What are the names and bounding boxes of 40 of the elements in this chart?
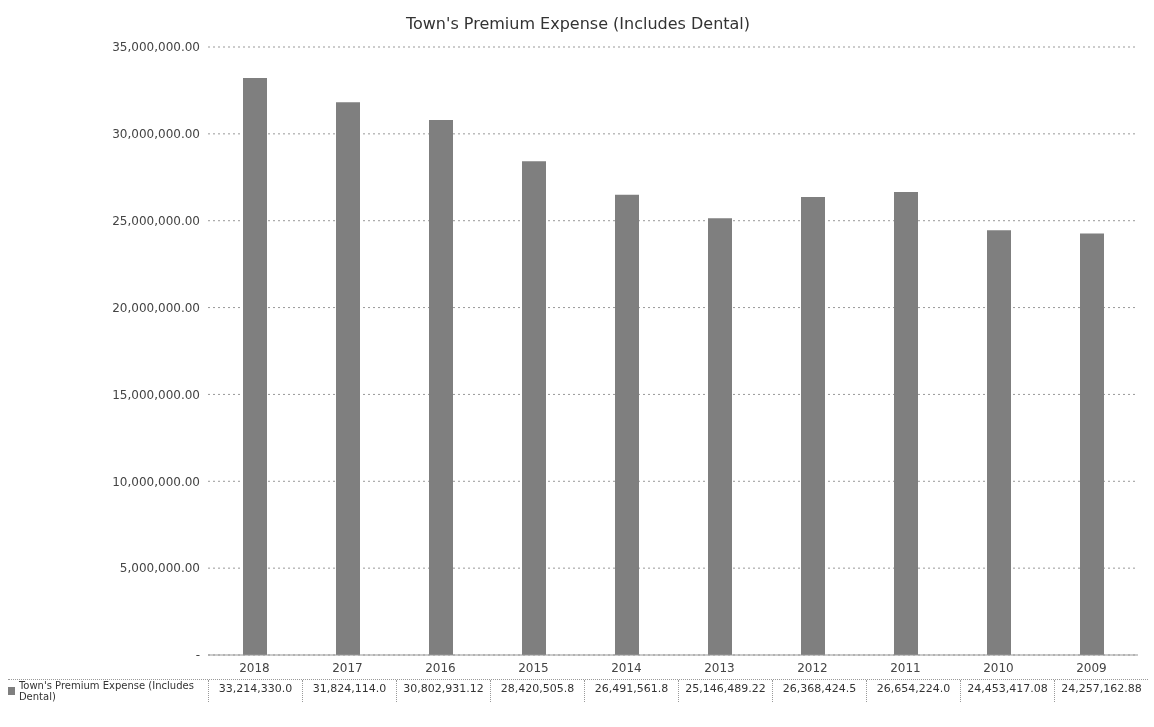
bar <box>522 161 546 655</box>
x-tick-label: 2012 <box>797 660 828 675</box>
bar <box>615 194 639 655</box>
y-tick-label: 35,000,000.00 <box>112 40 200 55</box>
bar <box>894 191 918 655</box>
data-label: 26,368,424.5 <box>772 680 866 702</box>
x-tick-label: 2013 <box>704 660 735 675</box>
data-label: 25,146,489.22 <box>678 680 772 702</box>
x-tick-label: 2014 <box>611 660 642 675</box>
bar <box>243 78 267 655</box>
y-tick-label: 20,000,000.00 <box>112 300 200 315</box>
y-tick-label: 25,000,000.00 <box>112 213 200 228</box>
bar <box>429 119 453 655</box>
bar <box>336 102 360 655</box>
data-label: 33,214,330.0 <box>208 680 302 702</box>
y-tick-label: 30,000,000.00 <box>112 127 200 142</box>
y-tick-label: 5,000,000.00 <box>119 561 200 576</box>
x-tick-label: 2018 <box>239 660 270 675</box>
legend-label: Town's Premium Expense (Includes Dental) <box>18 680 195 702</box>
y-tick-label: 15,000,000.00 <box>112 387 200 402</box>
bar <box>708 218 732 655</box>
x-tick-label: 2009 <box>1076 660 1107 675</box>
bar <box>1080 233 1104 655</box>
chart-title: Town's Premium Expense (Includes Dental) <box>404 13 752 35</box>
y-tick-label: 10,000,000.00 <box>112 474 200 489</box>
x-tick-label: 2010 <box>983 660 1014 675</box>
data-label: 24,453,417.08 <box>960 680 1054 702</box>
x-tick-label: 2015 <box>518 660 549 675</box>
x-tick-label: 2011 <box>890 660 921 675</box>
data-label: 30,802,931.12 <box>396 680 490 702</box>
x-tick-label: 2016 <box>425 660 456 675</box>
data-label: 24,257,162.88 <box>1054 680 1148 702</box>
bar <box>801 196 825 655</box>
y-tick-label: - <box>195 648 200 663</box>
data-label: 26,491,561.8 <box>584 680 678 702</box>
x-tick-label: 2017 <box>332 660 363 675</box>
data-label: 31,824,114.0 <box>302 680 396 702</box>
bar <box>987 230 1011 655</box>
data-label: 28,420,505.8 <box>490 680 584 702</box>
data-label: 26,654,224.0 <box>866 680 960 702</box>
